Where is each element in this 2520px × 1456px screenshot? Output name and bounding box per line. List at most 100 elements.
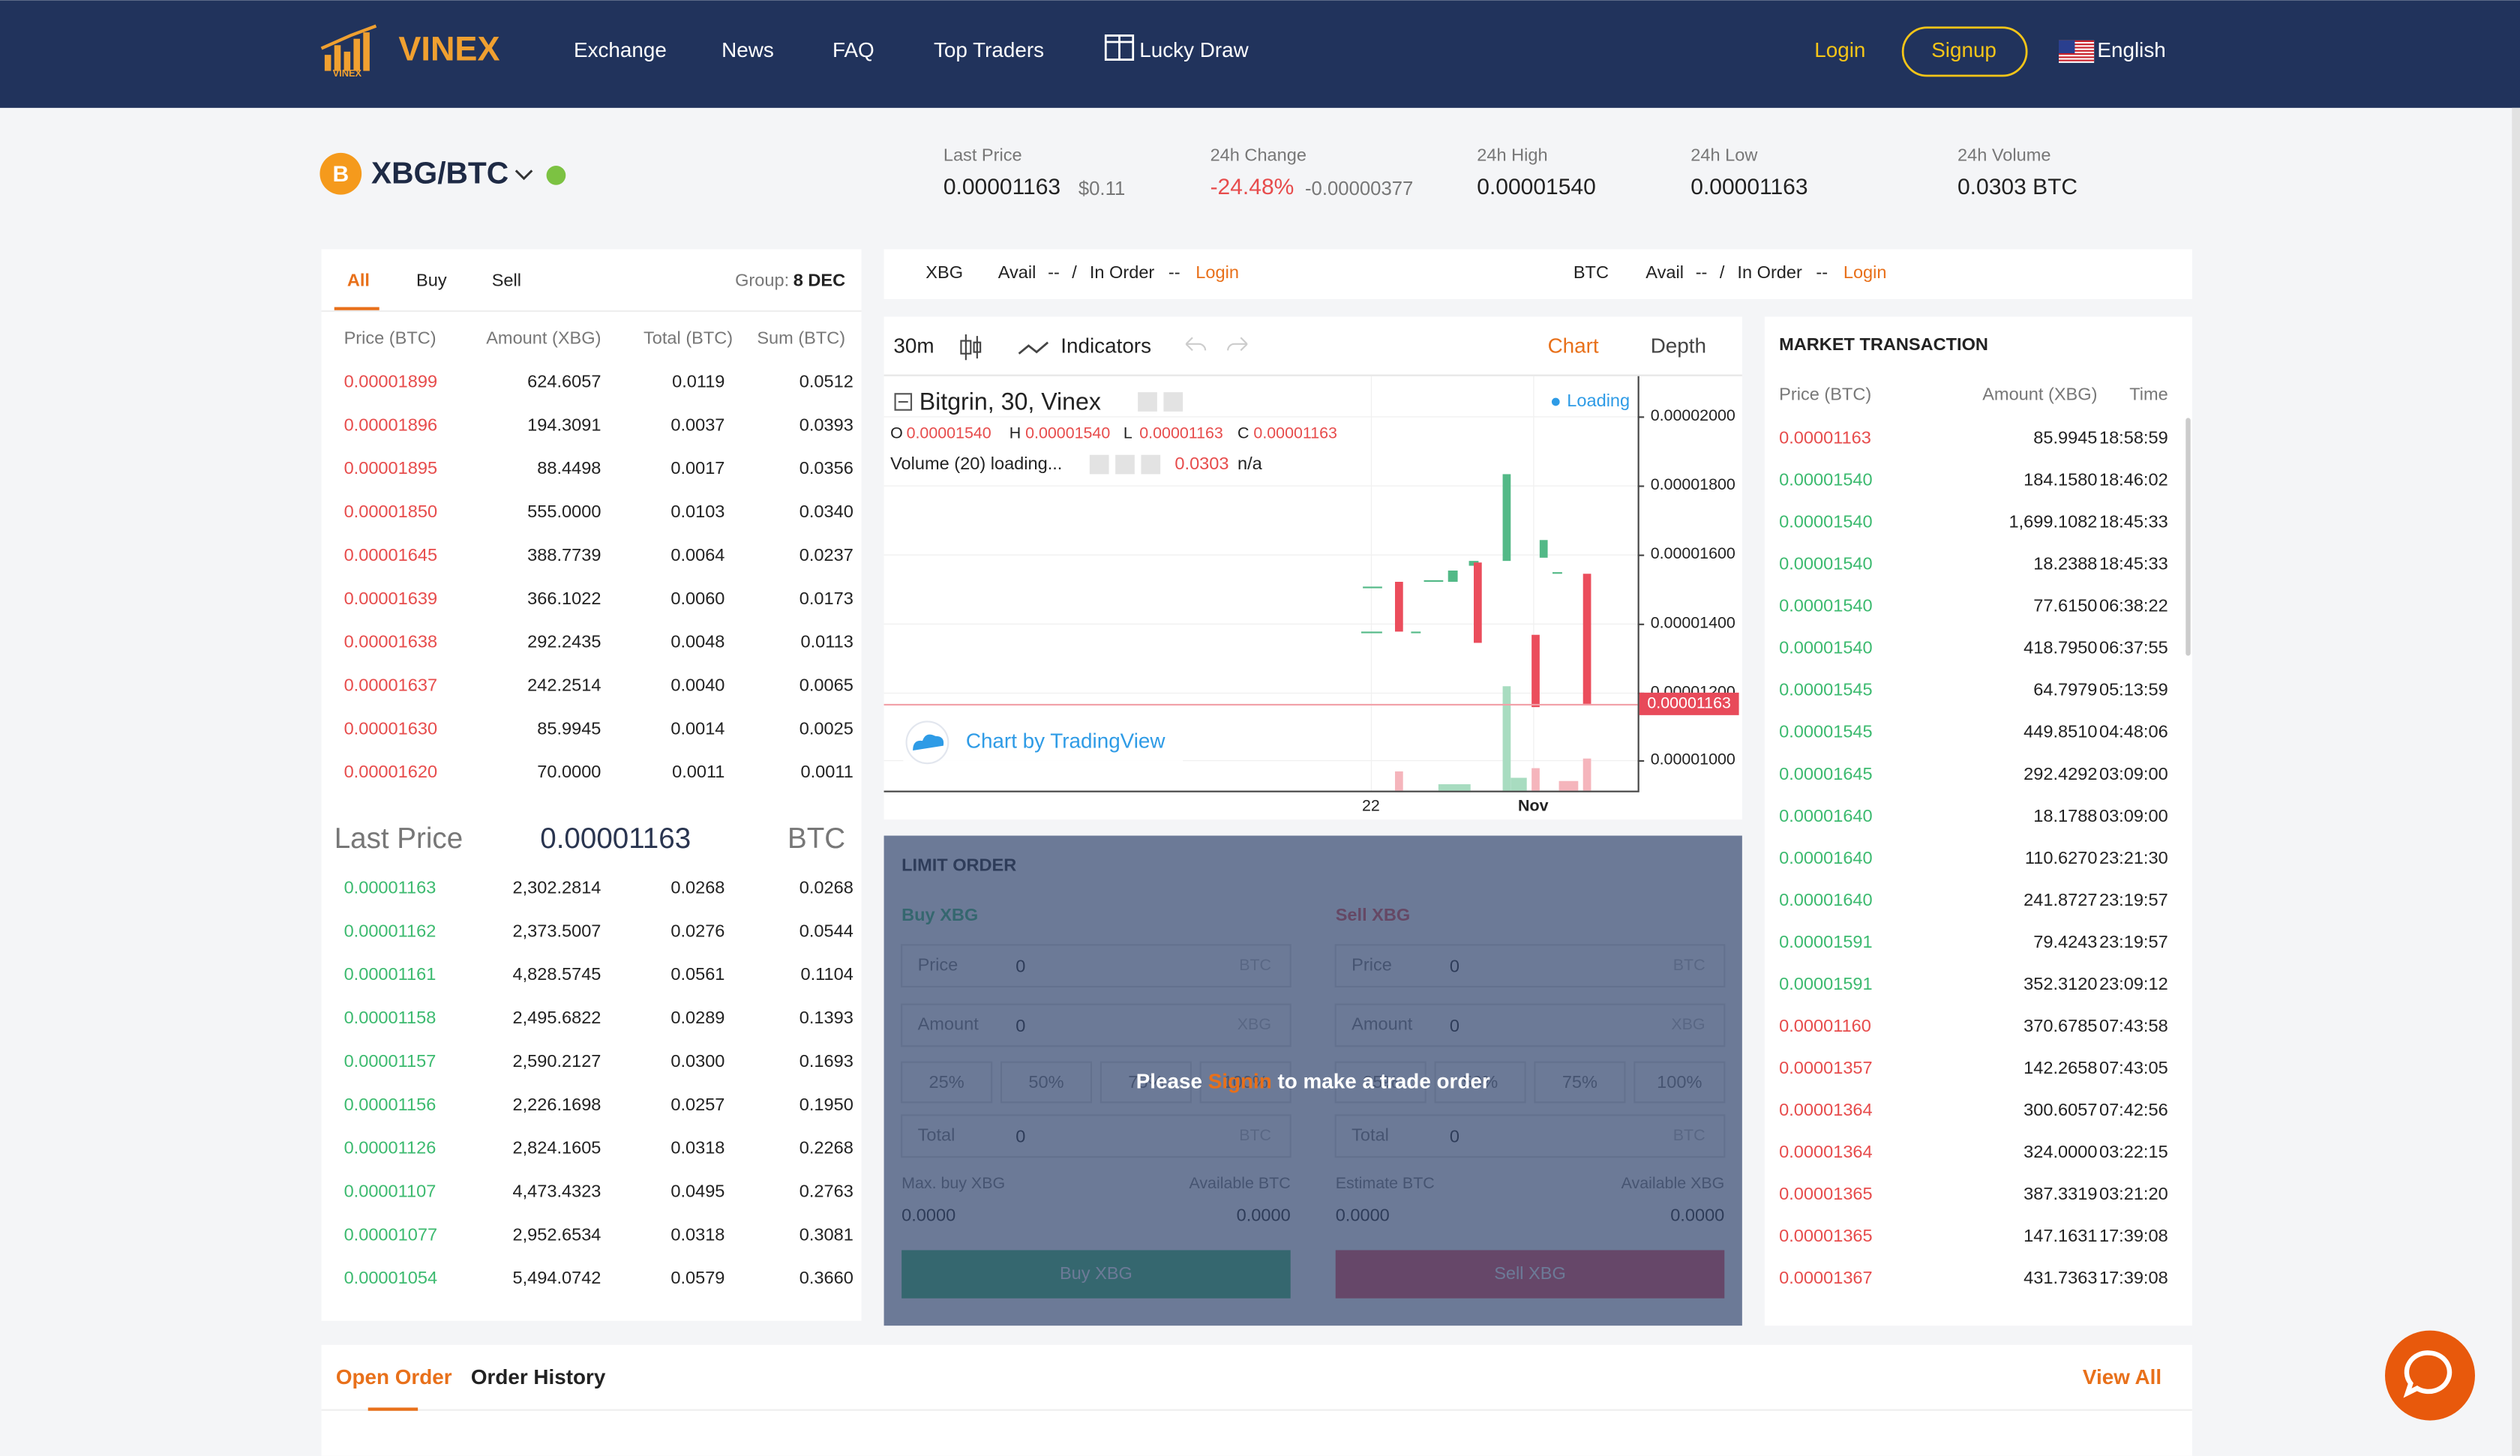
candle <box>1502 474 1511 562</box>
column-header: Sum (BTC) <box>757 328 845 348</box>
trade-time: 03:09:00 <box>2099 806 2168 825</box>
chart-tab[interactable]: Depth <box>1651 334 1706 358</box>
candle <box>1361 631 1382 634</box>
flag-stripe <box>2059 53 2095 55</box>
stat-value: 0.00001163 <box>1690 175 1808 199</box>
trade-price: 0.00001545 <box>1779 680 1873 700</box>
book-cell: 0.0393 <box>800 415 854 434</box>
trade-time: 23:19:57 <box>2099 890 2168 909</box>
tab-underline <box>334 307 380 310</box>
trade-amount: 352.3120 <box>2024 974 2097 993</box>
volume-bar <box>1502 686 1511 791</box>
trade-amount: 292.4292 <box>2024 764 2097 783</box>
signin-overlay <box>884 835 1742 1326</box>
book-tab[interactable]: All <box>347 271 370 290</box>
time-tick: Nov <box>1518 797 1549 815</box>
nav-link[interactable]: FAQ <box>832 38 874 61</box>
book-cell: 0.0040 <box>670 676 724 695</box>
panel-title: MARKET TRANSACTION <box>1779 334 1988 354</box>
book-cell: 0.1950 <box>800 1095 854 1114</box>
candle <box>1395 582 1403 632</box>
book-cell: 70.0000 <box>537 762 601 781</box>
book-cell: 0.0495 <box>670 1182 724 1201</box>
book-cell: 0.00001850 <box>344 502 437 521</box>
price-axis <box>1637 376 1640 791</box>
trade-time: 05:13:59 <box>2099 680 2168 700</box>
orders-tab[interactable]: Order History <box>471 1365 606 1389</box>
chart-tab[interactable]: Chart <box>1548 334 1599 358</box>
nav-link[interactable]: News <box>722 38 774 61</box>
balance-value: -- <box>1048 262 1060 282</box>
stat-value: 0.00001163 <box>944 175 1060 199</box>
book-cell: 0.00001157 <box>344 1051 436 1071</box>
book-cell: 0.00001645 <box>344 545 437 565</box>
nav-link[interactable]: Exchange <box>574 38 667 61</box>
ohlc-key: L <box>1124 424 1132 442</box>
legend-button <box>1089 454 1109 475</box>
indicator-icon <box>1018 341 1049 355</box>
book-cell: 0.0356 <box>800 458 854 478</box>
login-link[interactable]: Login <box>1844 262 1887 282</box>
stat-sub: -0.00000377 <box>1305 178 1413 199</box>
book-tab[interactable]: Buy <box>416 271 447 290</box>
book-cell: 2,373.5007 <box>512 921 601 940</box>
trade-time: 23:21:30 <box>2099 848 2168 867</box>
logo-arrow <box>320 24 377 50</box>
stat-label: Last Price <box>944 145 1022 164</box>
flag-stripe <box>2059 40 2095 42</box>
stat-value: 0.0303 BTC <box>1958 175 2078 199</box>
book-cell: 388.7739 <box>527 545 601 565</box>
last-price: 0.00001163 <box>540 822 691 855</box>
collapse-icon <box>898 400 908 403</box>
trade-price: 0.00001640 <box>1779 848 1873 867</box>
tick <box>1637 623 1645 625</box>
indicators[interactable]: Indicators <box>1060 334 1151 358</box>
book-cell: 0.0103 <box>670 502 724 521</box>
orders-panel <box>321 1344 2192 1456</box>
trade-price: 0.00001591 <box>1779 932 1873 951</box>
nav-link[interactable]: Lucky Draw <box>1139 38 1249 61</box>
signin-link[interactable]: Signin <box>1208 1070 1272 1093</box>
interval[interactable]: 30m <box>893 334 934 358</box>
book-cell: 0.0579 <box>670 1268 724 1287</box>
volume-bar <box>1532 768 1540 791</box>
book-cell: 366.1022 <box>527 589 601 608</box>
trade-amount: 1,699.1082 <box>2008 512 2097 532</box>
book-cell: 0.00001899 <box>344 372 437 391</box>
login-link[interactable]: Login <box>1196 262 1239 282</box>
volume-label: Volume (20) loading... <box>890 454 1062 473</box>
language[interactable]: English <box>2097 38 2165 61</box>
scrollbar-thumb <box>2186 418 2191 656</box>
trade-amount: 18.2388 <box>2033 554 2097 574</box>
undo-icon <box>1185 337 1207 352</box>
book-cell: 0.0318 <box>670 1224 724 1244</box>
book-cell: 0.00001620 <box>344 762 437 781</box>
login-link[interactable]: Login <box>1814 38 1865 61</box>
candle <box>1424 580 1444 582</box>
balance-bar <box>884 249 2192 299</box>
book-cell: 0.00001162 <box>344 921 436 940</box>
book-cell: 0.0014 <box>670 718 724 738</box>
book-cell: 0.0318 <box>670 1138 724 1158</box>
view-all[interactable]: View All <box>2083 1365 2162 1389</box>
book-cell: 0.00001630 <box>344 718 437 738</box>
last-price-unit: BTC <box>788 822 845 855</box>
loading-dot <box>1551 397 1560 406</box>
trade-amount: 431.7363 <box>2024 1268 2097 1287</box>
book-cell: 2,495.6822 <box>512 1008 601 1027</box>
chat-button[interactable] <box>2385 1330 2475 1421</box>
ohlc-key: O <box>890 424 903 442</box>
book-cell: 0.1393 <box>800 1008 854 1027</box>
book-cell: 0.1104 <box>801 964 854 984</box>
flag-stripe <box>2059 43 2095 46</box>
balance-value: -- <box>1696 262 1708 282</box>
book-cell: 0.00001158 <box>344 1008 436 1027</box>
signup-button[interactable]: Signup <box>1931 38 1996 61</box>
candle <box>1582 574 1592 704</box>
nav-link[interactable]: Top Traders <box>934 38 1044 61</box>
orders-tab[interactable]: Open Order <box>336 1365 452 1389</box>
book-tab[interactable]: Sell <box>492 271 521 290</box>
stat-label: 24h High <box>1477 145 1547 164</box>
